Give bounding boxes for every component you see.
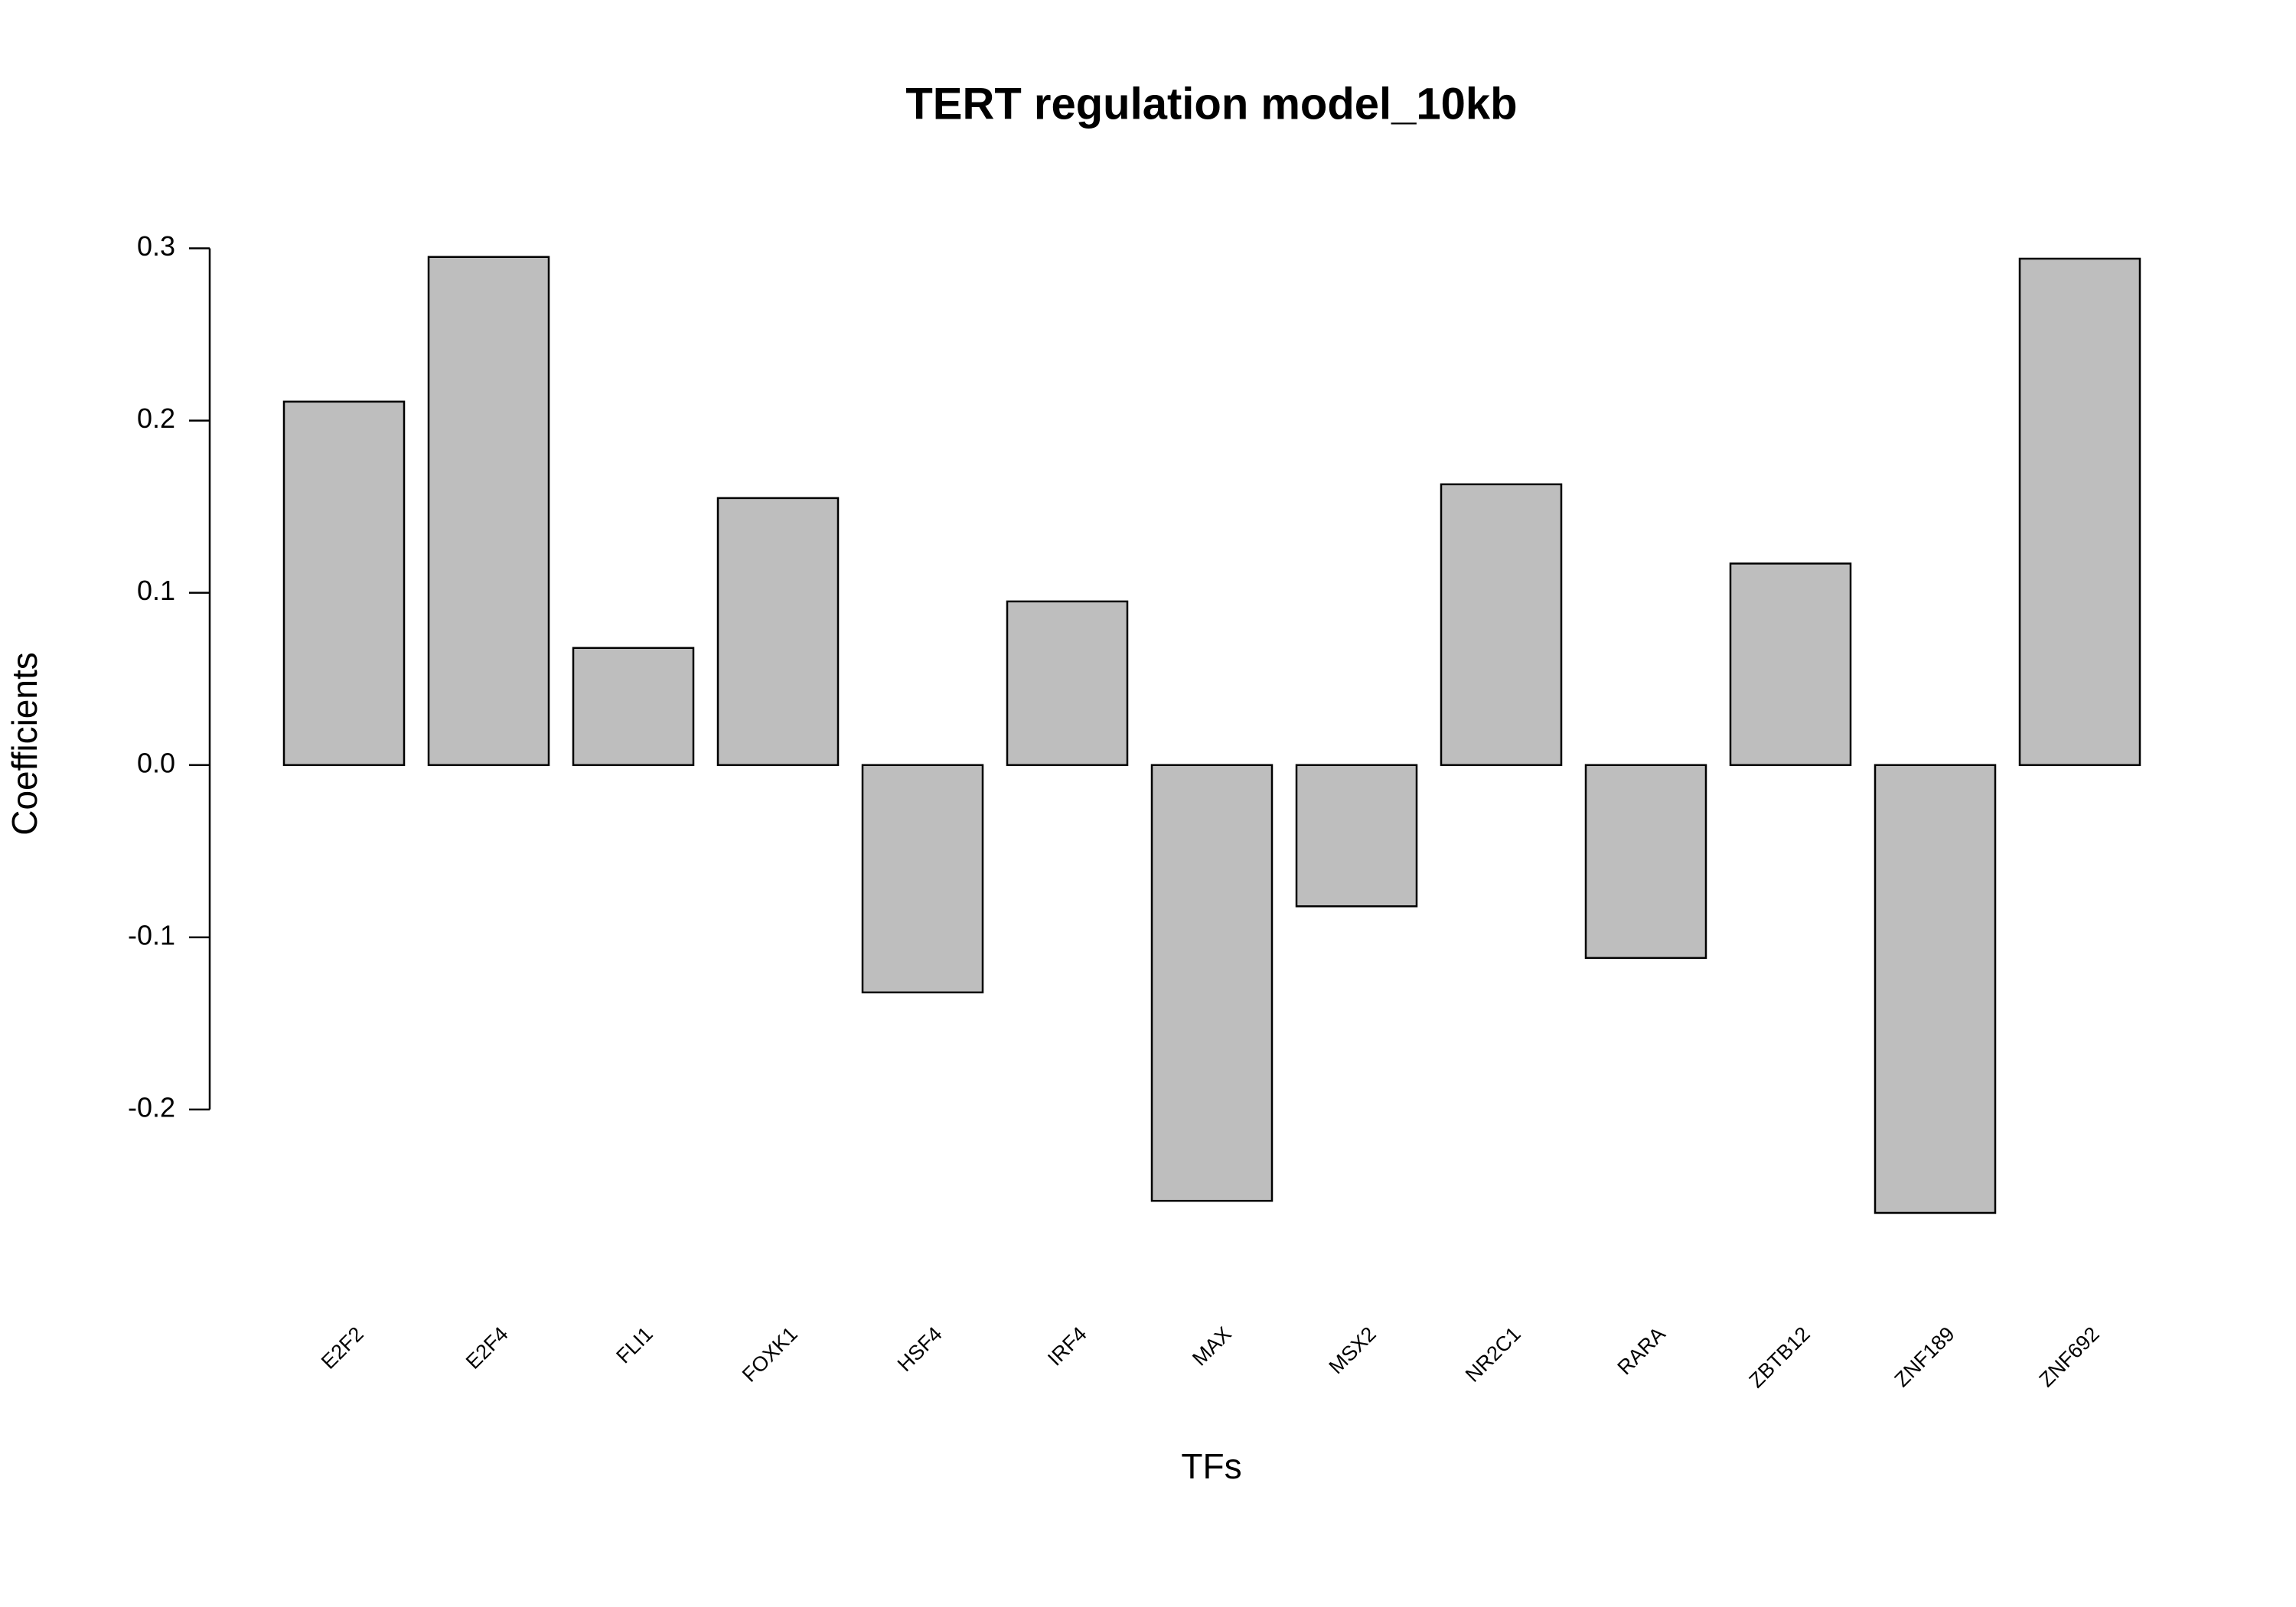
x-tick-label: FOXK1: [738, 1322, 802, 1387]
bar: [1729, 562, 1852, 767]
bar: [572, 647, 695, 767]
bar: [1584, 764, 1707, 960]
y-tick-label: 0.2: [137, 403, 175, 434]
chart-title: TERT regulation model_10kb: [905, 79, 1517, 129]
x-axis-label: TFs: [1181, 1446, 1241, 1486]
x-tick-label: MAX: [1188, 1322, 1236, 1371]
x-tick-label: RARA: [1613, 1322, 1670, 1379]
bar: [1440, 483, 1563, 767]
x-tick-label: ZNF189: [1890, 1322, 1959, 1391]
x-tick-label: IRF4: [1043, 1322, 1091, 1371]
x-tick-label: ZNF692: [2035, 1322, 2104, 1391]
bar: [861, 764, 984, 994]
bar: [1295, 764, 1418, 908]
y-tick-label: -0.2: [128, 1091, 175, 1123]
y-tick-label: 0.1: [137, 575, 175, 606]
bar: [1150, 764, 1274, 1202]
bar: [1874, 764, 1997, 1214]
y-tick-label: -0.1: [128, 919, 175, 950]
y-tick-label: 0.3: [137, 230, 175, 262]
x-tick-label: E2F2: [317, 1322, 368, 1374]
bar: [2018, 257, 2141, 767]
bar: [1006, 600, 1129, 767]
y-axis-label: Coefficients: [5, 652, 44, 836]
x-tick-label: FLI1: [612, 1322, 657, 1367]
bar: [427, 256, 550, 767]
x-tick-label: NR2C1: [1461, 1322, 1525, 1387]
bar: [716, 497, 840, 767]
x-tick-label: MSX2: [1325, 1322, 1381, 1378]
bar: [282, 400, 406, 767]
y-tick-label: 0.0: [137, 747, 175, 778]
x-tick-label: ZBTB12: [1745, 1322, 1815, 1392]
x-tick-label: E2F4: [461, 1322, 513, 1374]
x-tick-label: HSF4: [893, 1322, 947, 1376]
